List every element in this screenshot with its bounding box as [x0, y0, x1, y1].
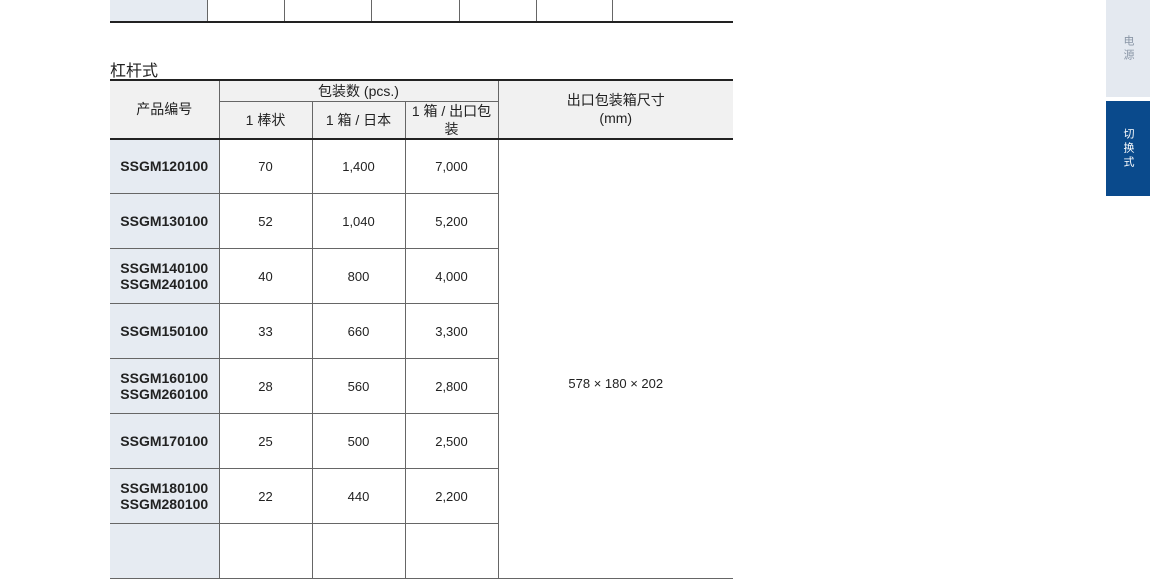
stick-cell: 52: [218, 193, 313, 249]
box-japan-cell: 500: [311, 413, 406, 469]
side-tab-power[interactable]: 电源: [1106, 0, 1150, 97]
product-code-cell: SSGM120100: [110, 138, 220, 194]
header-export-box-size: 出口包装箱尺寸 (mm): [497, 79, 733, 140]
box-export-cell: 4,000: [404, 248, 498, 304]
header-box-japan: 1 箱 / 日本: [311, 100, 406, 140]
section-title: 杠杆式: [110, 61, 159, 80]
box-japan-cell: 800: [311, 248, 406, 304]
box-export-cell: 2,800: [404, 358, 498, 414]
table-row: SSGM140100 SSGM240100 40 800 4,000: [110, 248, 733, 304]
table-row: SSGM150100 33 660 3,300: [110, 303, 733, 359]
box-export-cell: 7,000: [404, 138, 499, 194]
box-japan-cell: 1,040: [311, 193, 406, 249]
stick-cell: 25: [218, 413, 313, 469]
table-row: SSGM160100 SSGM260100 28 560 2,800: [110, 358, 733, 414]
packaging-table: 产品编号 包装数 (pcs.) 出口包装箱尺寸 (mm) 1 棒状 1 箱 / 日…: [110, 79, 733, 579]
box-export-cell: 2,500: [404, 413, 498, 469]
stick-cell: 70: [218, 138, 313, 194]
product-code-cell: SSGM150100: [110, 303, 220, 359]
header-box-export: 1 箱 / 出口包装: [404, 100, 498, 140]
box-export-cell: 3,300: [404, 303, 498, 359]
box-japan-cell: 560: [311, 358, 406, 414]
product-code-cell: SSGM160100 SSGM260100: [110, 358, 220, 414]
product-code-cell: SSGM130100: [110, 193, 220, 249]
header-stick: 1 棒状: [219, 100, 313, 140]
previous-table-fragment: [110, 0, 733, 23]
product-code-cell: SSGM180100 SSGM280100: [110, 468, 220, 524]
export-box-dimensions: 578 × 180 × 202: [497, 138, 733, 579]
table-row: SSGM180100 SSGM280100 22 440 2,200: [110, 468, 733, 524]
box-japan-cell: 1,400: [311, 138, 406, 194]
table-row: SSGM170100 25 500 2,500: [110, 413, 733, 469]
side-tab-switch[interactable]: 切换式: [1106, 101, 1150, 196]
header-product-code: 产品编号: [110, 79, 220, 140]
stick-cell: 28: [218, 358, 313, 414]
box-export-cell: 5,200: [404, 193, 498, 249]
table-row: SSGM120100 70 1,400 7,000 578 × 180 × 202: [110, 138, 733, 579]
product-code-cell: [110, 523, 220, 579]
table-row: SSGM130100 52 1,040 5,200: [110, 193, 733, 249]
product-code-cell: SSGM170100: [110, 413, 220, 469]
product-code-cell: SSGM140100 SSGM240100: [110, 248, 220, 304]
box-export-cell: 2,200: [404, 468, 498, 524]
box-japan-cell: 660: [311, 303, 406, 359]
box-japan-cell: 440: [311, 468, 406, 524]
stick-cell: 33: [218, 303, 313, 359]
stick-cell: 22: [218, 468, 313, 524]
stick-cell: 40: [218, 248, 313, 304]
header-pack-qty: 包装数 (pcs.): [218, 79, 499, 102]
